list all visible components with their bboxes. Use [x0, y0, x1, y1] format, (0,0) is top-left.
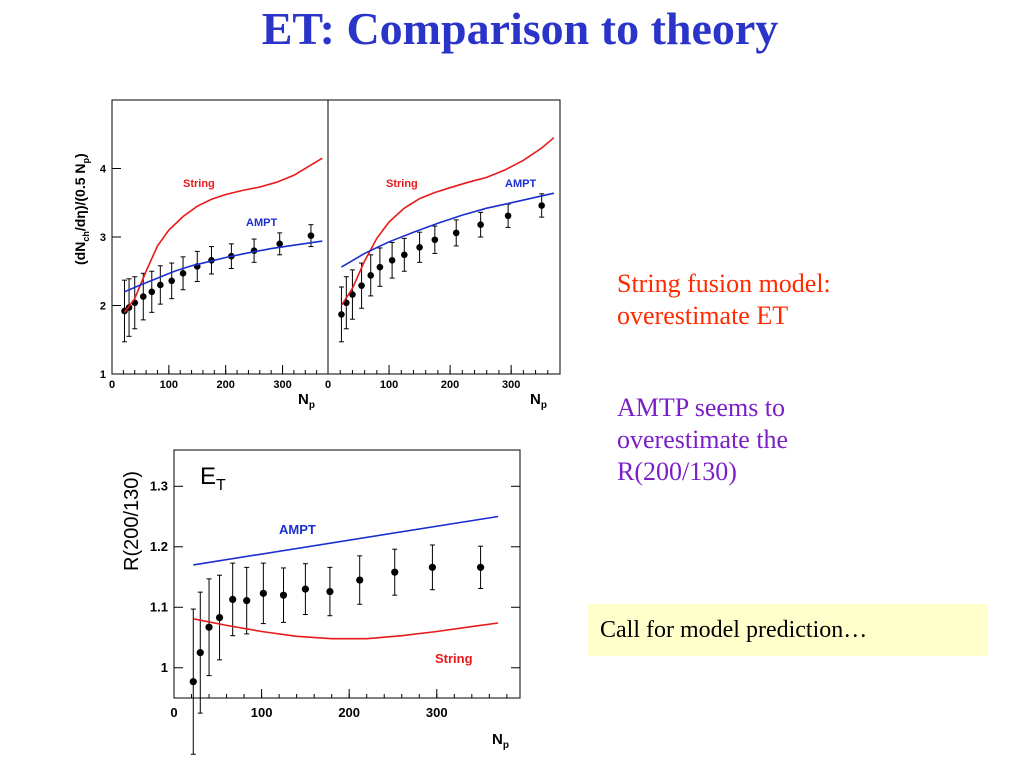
note-string-fusion: String fusion model: overestimate ET — [617, 268, 831, 332]
y-tick-label: 1.1 — [150, 599, 168, 614]
string-curve — [193, 618, 499, 640]
ampt-label-tl: AMPT — [246, 217, 277, 229]
y-tick-label: 1 — [100, 369, 106, 381]
x-tick-label: 100 — [380, 379, 398, 391]
plot-top-left: 0 100 200 300 1 2 3 4 — [100, 157, 329, 391]
data-point — [338, 311, 345, 318]
note-line: overestimate ET — [617, 301, 789, 330]
data-point — [388, 256, 396, 264]
data-point — [356, 576, 364, 584]
ampt-curve — [340, 192, 555, 268]
string-curve — [123, 157, 323, 313]
x-axis-label-bottom: Np — [492, 731, 509, 751]
data-point — [179, 270, 187, 277]
data-point — [279, 591, 288, 599]
y-axis-label-top: (dNch/dη)/(0.5 Np) — [72, 153, 91, 265]
string-label-tl: String — [183, 178, 215, 190]
y-tick-label: 1.2 — [150, 539, 168, 554]
data-point — [229, 595, 237, 604]
data-point — [205, 623, 213, 631]
y-tick-label: 3 — [100, 232, 106, 244]
ampt-label-bottom: AMPT — [279, 522, 316, 537]
plot-top-right: 0 100 200 300 — [325, 137, 561, 391]
data-point — [276, 240, 283, 248]
data-point — [538, 202, 545, 209]
data-point — [477, 221, 484, 228]
string-curve — [340, 137, 555, 306]
x-axis-label-left: Np — [298, 391, 315, 411]
data-point — [326, 587, 334, 596]
data-point — [148, 288, 156, 296]
page-title: ET: Comparison to theory — [261, 3, 779, 54]
data-point — [367, 272, 375, 279]
data-point — [215, 613, 224, 622]
data-point — [401, 251, 408, 259]
data-point — [358, 282, 365, 289]
plot-frame-bottom — [173, 449, 521, 699]
data-point — [307, 232, 315, 239]
ampt-curve — [193, 515, 499, 566]
data-point — [189, 678, 197, 686]
data-point — [431, 236, 439, 244]
x-tick-label: 300 — [502, 379, 520, 391]
top-charts: 0 100 200 300 1 2 3 4 0 100 200 300 (dNch/dη)/(0.5… — [72, 99, 561, 411]
data-point — [391, 568, 399, 576]
data-point — [504, 212, 512, 220]
y-axis-label-bottom: R(200/130) — [121, 471, 143, 571]
data-point — [196, 649, 204, 657]
data-point — [168, 277, 175, 285]
note-line: R(200/130) — [617, 457, 737, 486]
data-point — [301, 585, 309, 593]
chart-title-et: ET — [200, 463, 226, 494]
data-point — [139, 293, 147, 300]
ampt-curve — [124, 240, 323, 293]
ampt-label-tr: AMPT — [505, 178, 536, 190]
data-point — [349, 291, 356, 298]
y-tick-label: 1.3 — [150, 478, 168, 493]
x-axis-label-right: Np — [530, 391, 547, 411]
y-tick-label: 4 — [100, 164, 107, 176]
x-tick-label: 200 — [338, 705, 360, 720]
x-tick-label: 200 — [441, 379, 459, 391]
x-tick-label: 0 — [325, 379, 331, 391]
x-tick-label: 100 — [160, 379, 178, 391]
note-line: overestimate the — [617, 425, 789, 454]
data-point — [243, 597, 251, 605]
x-tick-label: 300 — [426, 705, 448, 720]
data-point — [428, 563, 437, 571]
data-point — [259, 589, 267, 597]
data-point — [157, 281, 164, 289]
plot-frame-right — [327, 99, 561, 375]
data-point — [376, 263, 384, 271]
x-tick-label: 100 — [251, 705, 273, 720]
note-ampt: AMTP seems to overestimate the R(200/130… — [617, 392, 788, 488]
callout-box: Call for model prediction… — [588, 604, 988, 656]
plot-frame-left — [111, 99, 329, 375]
data-point — [416, 243, 423, 251]
data-point — [476, 563, 485, 571]
y-tick-label: 2 — [100, 301, 106, 313]
note-line: AMTP seems to — [617, 393, 786, 422]
x-tick-label: 0 — [109, 379, 115, 391]
string-label-bottom: String — [435, 651, 473, 666]
bottom-chart: 0 100 200 300 1 1.1 1.2 1.3 R(200/130) ET Np AM… — [121, 449, 521, 755]
note-line: String fusion model: — [617, 269, 831, 298]
string-label-tr: String — [386, 178, 418, 190]
x-tick-label: 300 — [273, 379, 291, 391]
data-point — [452, 229, 460, 237]
x-tick-label: 0 — [170, 705, 177, 720]
y-tick-label: 1 — [161, 660, 168, 675]
plot-bottom: 0 100 200 300 1 1.1 1.2 1.3 — [150, 478, 520, 755]
x-tick-label: 200 — [217, 379, 235, 391]
